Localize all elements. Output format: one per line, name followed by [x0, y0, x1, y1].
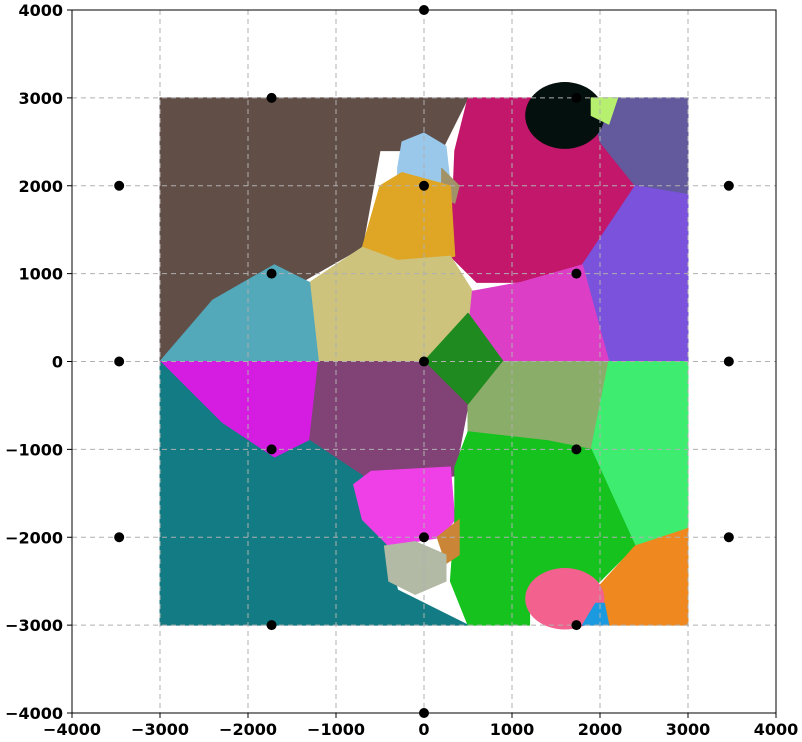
x-tick-label: 4000: [754, 720, 799, 739]
data-point: [114, 180, 125, 191]
x-tick-label: 1000: [490, 720, 535, 739]
data-point: [266, 444, 277, 455]
data-point: [266, 92, 277, 103]
x-tick-label: 3000: [666, 720, 711, 739]
data-point: [571, 620, 582, 631]
data-point: [571, 444, 582, 455]
x-tick-label: −1000: [307, 720, 365, 739]
y-tick-label: −1000: [5, 440, 63, 459]
data-point: [266, 620, 277, 631]
data-point: [723, 356, 734, 367]
x-tick-label: −4000: [43, 720, 101, 739]
region-cell: [383, 541, 447, 595]
x-tick-label: 2000: [578, 720, 623, 739]
points-layer: [114, 5, 734, 718]
grid-layer: [72, 10, 776, 713]
data-point: [419, 708, 429, 718]
data-point: [571, 92, 582, 103]
data-point: [266, 268, 277, 279]
y-tick-label: 0: [52, 353, 63, 372]
x-tick-label: −3000: [131, 720, 189, 739]
data-point: [419, 5, 429, 15]
data-point: [419, 180, 429, 191]
regions-layer: [159, 82, 689, 630]
y-tick-label: 4000: [18, 1, 63, 20]
data-point: [114, 356, 125, 367]
data-point: [571, 268, 582, 279]
y-tick-label: 3000: [18, 89, 63, 108]
ticks-layer: −4000 −3000 −2000 −1000 0 1000 2000 3000 4000 −40…: [5, 1, 798, 739]
y-tick-label: 1000: [18, 265, 63, 284]
y-tick-label: −2000: [5, 528, 63, 547]
data-point: [419, 532, 429, 543]
data-point: [114, 532, 125, 543]
x-tick-label: 0: [418, 720, 429, 739]
data-point: [723, 180, 734, 191]
region-cell: [525, 82, 605, 149]
data-point: [419, 356, 429, 367]
y-tick-label: 2000: [18, 177, 63, 196]
data-point: [723, 532, 734, 543]
y-tick-label: −3000: [5, 616, 63, 635]
region-cell: [590, 97, 619, 125]
y-tick-label: −4000: [5, 704, 63, 723]
region-cell: [525, 568, 605, 630]
x-tick-label: −2000: [219, 720, 277, 739]
